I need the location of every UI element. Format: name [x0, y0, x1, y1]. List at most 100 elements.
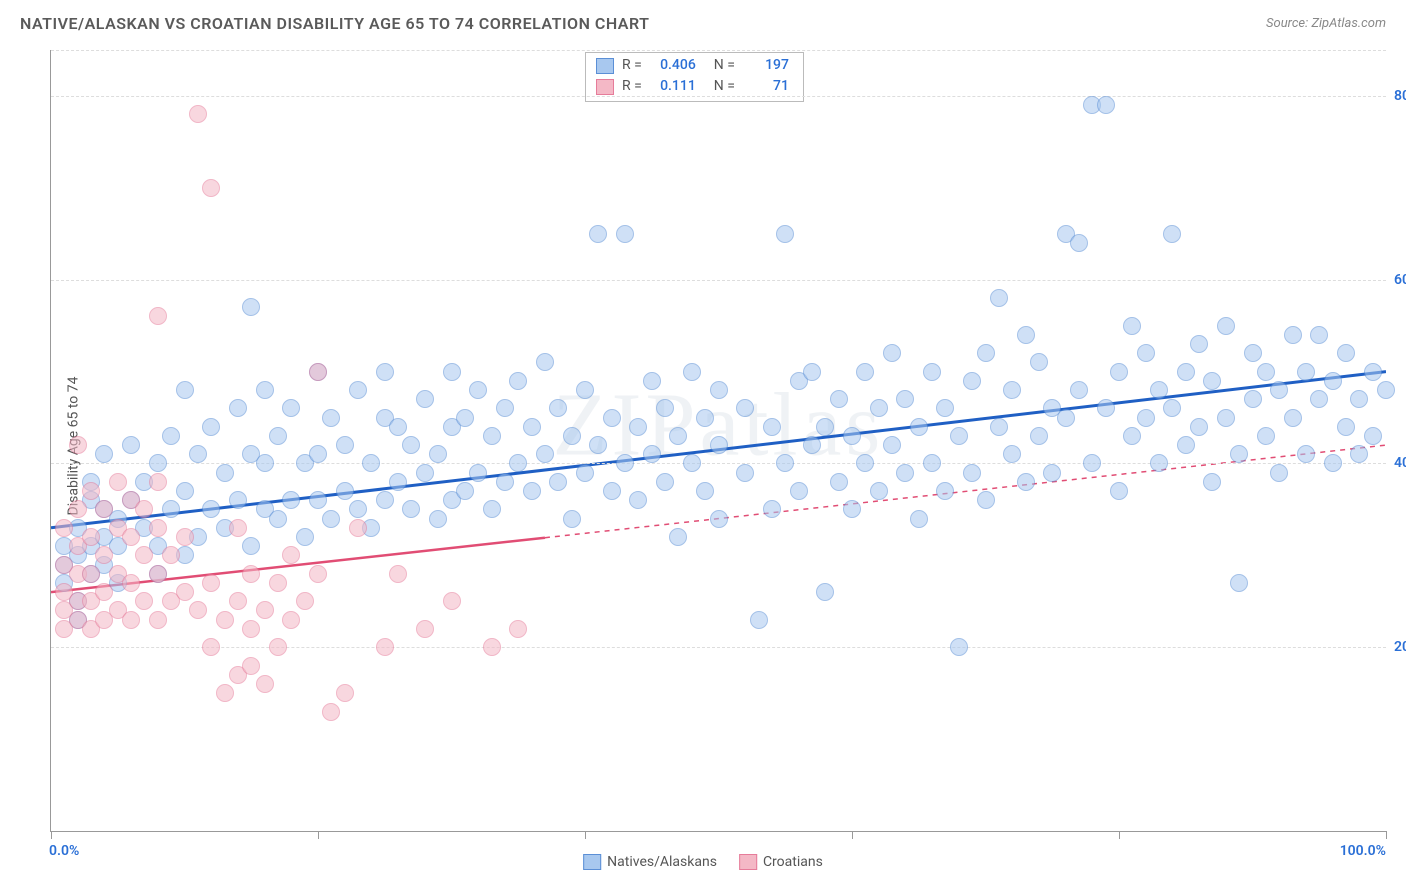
y-tick-label: 60.0% — [1394, 272, 1406, 288]
data-point — [282, 611, 300, 629]
data-point — [135, 500, 153, 518]
data-point — [483, 638, 501, 656]
data-point — [229, 519, 247, 537]
data-point — [856, 454, 874, 472]
data-point — [936, 482, 954, 500]
data-point — [229, 399, 247, 417]
data-point — [309, 565, 327, 583]
data-point — [189, 105, 207, 123]
data-point — [122, 574, 140, 592]
grid-line — [51, 50, 1386, 51]
data-point — [603, 482, 621, 500]
data-point — [402, 436, 420, 454]
data-point — [376, 363, 394, 381]
data-point — [1337, 418, 1355, 436]
data-point — [149, 611, 167, 629]
data-point — [1297, 363, 1315, 381]
data-point — [229, 491, 247, 509]
data-point — [149, 473, 167, 491]
chart-title: NATIVE/ALASKAN VS CROATIAN DISABILITY AG… — [20, 14, 650, 33]
data-point — [776, 225, 794, 243]
data-point — [870, 399, 888, 417]
data-point — [176, 583, 194, 601]
data-point — [336, 482, 354, 500]
data-point — [656, 399, 674, 417]
data-point — [202, 418, 220, 436]
x-tick — [852, 831, 853, 839]
data-point — [1190, 418, 1208, 436]
data-point — [589, 225, 607, 243]
data-point — [643, 372, 661, 390]
data-point — [1110, 482, 1128, 500]
data-point — [629, 491, 647, 509]
data-point — [149, 565, 167, 583]
r-value-1: 0.406 — [650, 55, 696, 76]
data-point — [683, 454, 701, 472]
data-point — [1297, 445, 1315, 463]
data-point — [936, 399, 954, 417]
data-point — [95, 546, 113, 564]
data-point — [1057, 409, 1075, 427]
data-point — [1137, 409, 1155, 427]
data-point — [389, 418, 407, 436]
data-point — [1003, 381, 1021, 399]
data-point — [950, 427, 968, 445]
data-point — [256, 675, 274, 693]
data-point — [1364, 427, 1382, 445]
data-point — [1163, 225, 1181, 243]
data-point — [803, 436, 821, 454]
data-point — [389, 565, 407, 583]
data-point — [242, 620, 260, 638]
data-point — [710, 436, 728, 454]
data-point — [1324, 454, 1342, 472]
data-point — [883, 436, 901, 454]
data-point — [456, 482, 474, 500]
data-point — [349, 500, 367, 518]
data-point — [816, 418, 834, 436]
data-point — [322, 703, 340, 721]
data-point — [376, 638, 394, 656]
data-point — [1270, 464, 1288, 482]
data-point — [336, 436, 354, 454]
data-point — [669, 528, 687, 546]
data-point — [149, 307, 167, 325]
data-point — [162, 500, 180, 518]
data-point — [1257, 427, 1275, 445]
data-point — [82, 565, 100, 583]
data-point — [616, 454, 634, 472]
data-point — [95, 583, 113, 601]
data-point — [256, 601, 274, 619]
data-point — [189, 601, 207, 619]
data-point — [1030, 353, 1048, 371]
data-point — [776, 454, 794, 472]
legend-row-1: R = 0.406 N = 197 — [596, 55, 789, 76]
grid-line — [51, 647, 1386, 648]
source-label: Source: — [1266, 16, 1308, 31]
data-point — [389, 473, 407, 491]
data-point — [216, 464, 234, 482]
legend-swatch-blue — [596, 58, 614, 74]
data-point — [122, 611, 140, 629]
data-point — [469, 381, 487, 399]
header: NATIVE/ALASKAN VS CROATIAN DISABILITY AG… — [0, 0, 1406, 41]
data-point — [923, 454, 941, 472]
data-point — [763, 418, 781, 436]
data-point — [963, 464, 981, 482]
data-point — [483, 500, 501, 518]
data-point — [1070, 234, 1088, 252]
data-point — [69, 436, 87, 454]
data-point — [135, 546, 153, 564]
data-point — [402, 500, 420, 518]
data-point — [1083, 454, 1101, 472]
data-point — [496, 399, 514, 417]
data-point — [309, 445, 327, 463]
data-point — [269, 510, 287, 528]
data-point — [362, 454, 380, 472]
data-point — [109, 473, 127, 491]
data-point — [135, 592, 153, 610]
grid-line — [51, 96, 1386, 97]
data-point — [669, 427, 687, 445]
data-point — [82, 482, 100, 500]
data-point — [256, 454, 274, 472]
data-point — [643, 445, 661, 463]
